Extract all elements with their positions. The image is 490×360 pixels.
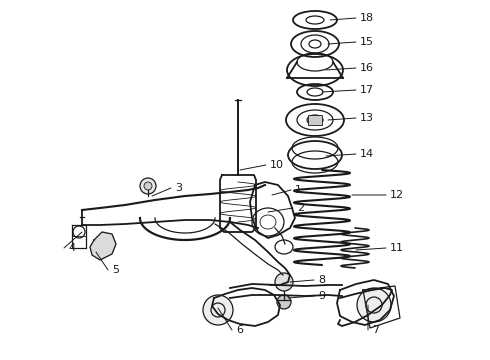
Text: 9: 9 [318,291,325,301]
Circle shape [357,288,391,322]
Text: 5: 5 [112,265,119,275]
Text: 6: 6 [236,325,243,335]
Bar [308,115,322,125]
Text: 15: 15 [360,37,374,47]
Text: 7: 7 [372,325,379,335]
Text: 11: 11 [390,243,404,253]
Text: 8: 8 [318,275,325,285]
Circle shape [144,182,152,190]
Text: 12: 12 [390,190,404,200]
Text: 10: 10 [270,160,284,170]
Text: 13: 13 [360,113,374,123]
Text: 17: 17 [360,85,374,95]
Text: 16: 16 [360,63,374,73]
Circle shape [203,295,233,325]
Text: 14: 14 [360,149,374,159]
Text: 4: 4 [68,243,75,253]
Polygon shape [90,232,116,260]
Circle shape [275,273,293,291]
Text: 1: 1 [295,185,302,195]
Circle shape [277,295,291,309]
Circle shape [140,178,156,194]
Text: 3: 3 [175,183,182,193]
Text: 2: 2 [297,203,304,213]
Text: 18: 18 [360,13,374,23]
